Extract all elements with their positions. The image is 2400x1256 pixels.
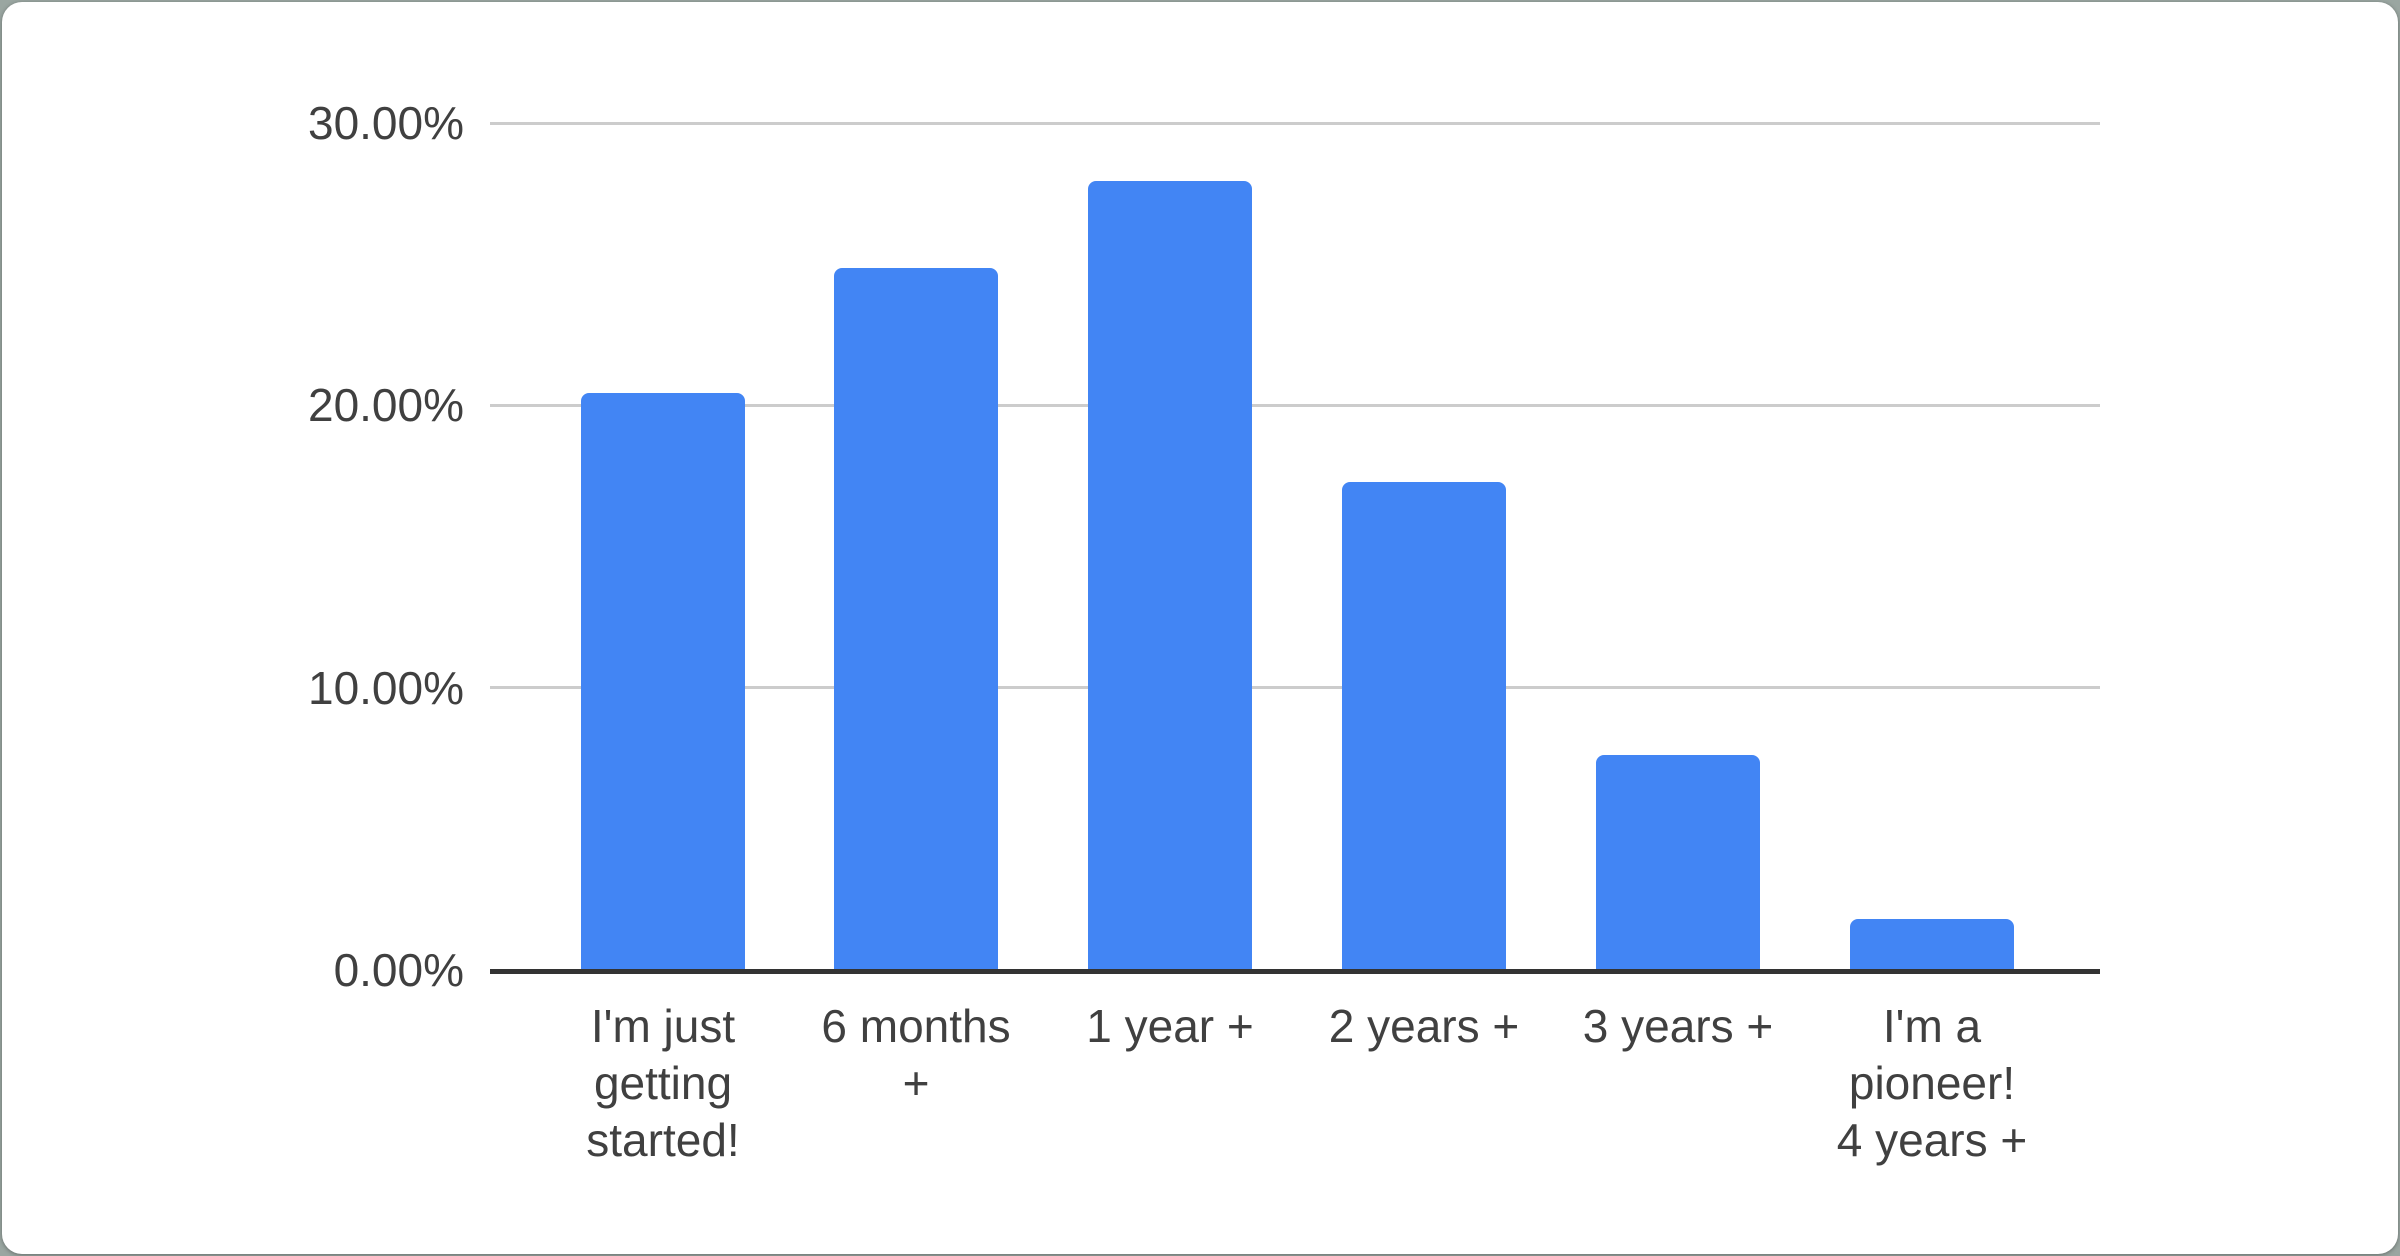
y-axis-tick-label: 10.00% bbox=[307, 662, 464, 714]
x-axis-category-label: 6 months + bbox=[821, 1000, 1011, 1109]
bar[interactable] bbox=[1342, 482, 1506, 970]
bar[interactable] bbox=[1596, 755, 1760, 970]
bar[interactable] bbox=[1850, 919, 2014, 970]
x-axis-category-label: I'm just getting started! bbox=[586, 1000, 740, 1166]
gridline bbox=[490, 122, 2100, 125]
y-axis-tick-label: 20.00% bbox=[307, 379, 464, 431]
bar[interactable] bbox=[1088, 181, 1252, 970]
bar[interactable] bbox=[581, 393, 745, 970]
x-axis-line bbox=[490, 969, 2100, 974]
gridline bbox=[490, 404, 2100, 407]
bar[interactable] bbox=[834, 268, 998, 970]
y-axis-tick-label: 30.00% bbox=[307, 97, 464, 149]
x-axis-category-label: 3 years + bbox=[1582, 1000, 1774, 1052]
x-axis-category-label: I'm a pioneer! 4 years + bbox=[1836, 1000, 2028, 1166]
x-axis-category-label: 2 years + bbox=[1328, 1000, 1520, 1052]
y-axis-tick-label: 0.00% bbox=[333, 944, 464, 996]
gridline bbox=[490, 686, 2100, 689]
x-axis-category-label: 1 year + bbox=[1086, 1000, 1254, 1052]
